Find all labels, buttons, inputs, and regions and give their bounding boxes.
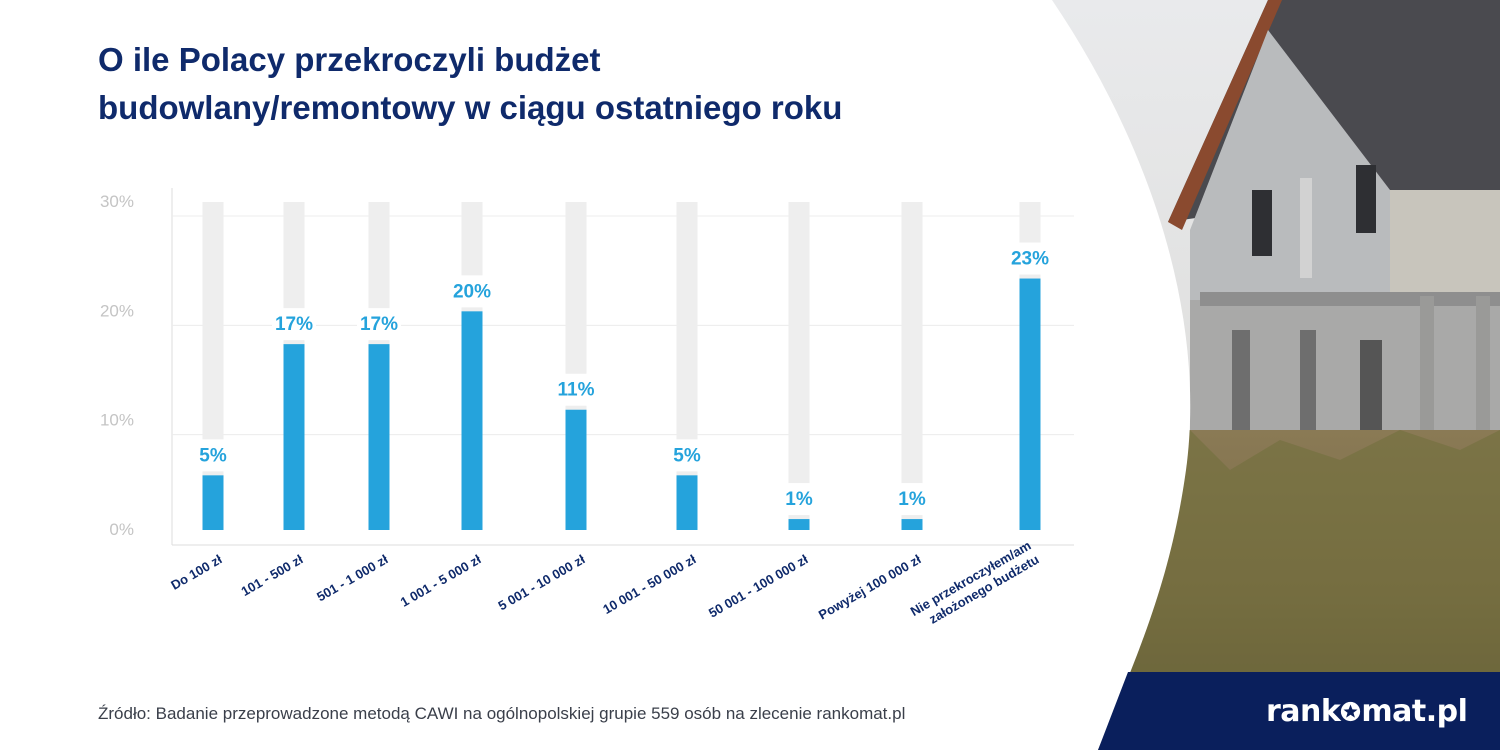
category-label: Powyżej 100 000 zł: [816, 551, 924, 622]
category-label-line: 501 - 1 000 zł: [314, 551, 391, 604]
category-label: 101 - 500 zł: [239, 551, 306, 599]
value-label: 17%: [360, 314, 398, 335]
value-label: 1%: [785, 489, 813, 510]
chart-title: O ile Polacy przekroczyli budżet budowla…: [98, 36, 1058, 132]
title-line-1: O ile Polacy przekroczyli budżet: [98, 41, 601, 78]
value-label: 23%: [1011, 249, 1049, 270]
value-label: 1%: [898, 489, 926, 510]
value-label-bg: [191, 439, 235, 472]
bar: [283, 344, 305, 530]
value-label-bg: [554, 373, 598, 406]
bar: [676, 475, 698, 530]
value-label-bg: [665, 439, 709, 472]
logo-star-icon: [1341, 701, 1361, 722]
category-label-line: Do 100 zł: [168, 551, 225, 592]
bar: [368, 344, 390, 530]
category-label: 5 001 - 10 000 zł: [495, 551, 587, 613]
bars-layer: 5% 17% 17% 20% 11% 5% 1% 1% 23%: [191, 202, 1052, 530]
y-tick-label: 0%: [109, 520, 134, 539]
value-label-bg: [450, 275, 494, 308]
y-axis-ticks: 0% 10% 20% 30%: [100, 192, 134, 539]
bar: [461, 311, 483, 530]
bar: [202, 475, 224, 530]
value-label-bg: [357, 308, 401, 341]
value-label-bg: [890, 483, 934, 516]
value-label-bg: [1008, 242, 1052, 275]
category-label-line: Powyżej 100 000 zł: [816, 551, 924, 622]
logo-text-start: rank: [1266, 694, 1341, 729]
value-label: 5%: [673, 445, 701, 466]
title-line-2: budowlany/remontowy w ciągu ostatniego r…: [98, 89, 843, 126]
category-label-line: 1 001 - 5 000 zł: [398, 551, 484, 609]
bar-track: [788, 202, 810, 530]
value-label: 17%: [275, 314, 313, 335]
value-label-bg: [777, 483, 821, 516]
category-label: Do 100 zł: [168, 551, 225, 592]
y-tick-label: 20%: [100, 301, 134, 320]
x-axis-labels: Do 100 zł 101 - 500 zł 501 - 1 000 zł 1 001…: [168, 538, 1042, 627]
rankomat-logo: rank mat.pl: [1266, 694, 1468, 729]
category-label-line: 5 001 - 10 000 zł: [495, 551, 587, 613]
grid-layer: [171, 188, 1074, 546]
value-label: 20%: [453, 281, 491, 302]
value-label: 11%: [558, 380, 595, 401]
y-tick-label: 10%: [100, 411, 134, 430]
value-label-bg: [272, 308, 316, 341]
bar: [901, 519, 923, 530]
bar: [1019, 278, 1041, 530]
bar: [788, 519, 810, 530]
category-label: 50 001 - 100 000 zł: [706, 551, 811, 620]
logo-text-end: mat.pl: [1361, 694, 1468, 729]
bar-track: [901, 202, 923, 530]
category-label: 1 001 - 5 000 zł: [398, 551, 484, 609]
y-tick-label: 30%: [100, 192, 134, 211]
category-label: 501 - 1 000 zł: [314, 551, 391, 604]
bar-chart: 0% 10% 20% 30% 5% 17% 17% 20% 11% 5% 1% 1% 23% Do 1…: [100, 188, 1074, 627]
category-label: 10 001 - 50 000 zł: [600, 551, 699, 617]
value-label: 5%: [199, 445, 227, 466]
source-note: Źródło: Badanie przeprowadzone metodą CA…: [98, 704, 906, 723]
bar: [565, 409, 587, 530]
category-label-line: 10 001 - 50 000 zł: [600, 551, 699, 617]
category-label-line: 101 - 500 zł: [239, 551, 306, 599]
category-label-line: 50 001 - 100 000 zł: [706, 551, 811, 620]
